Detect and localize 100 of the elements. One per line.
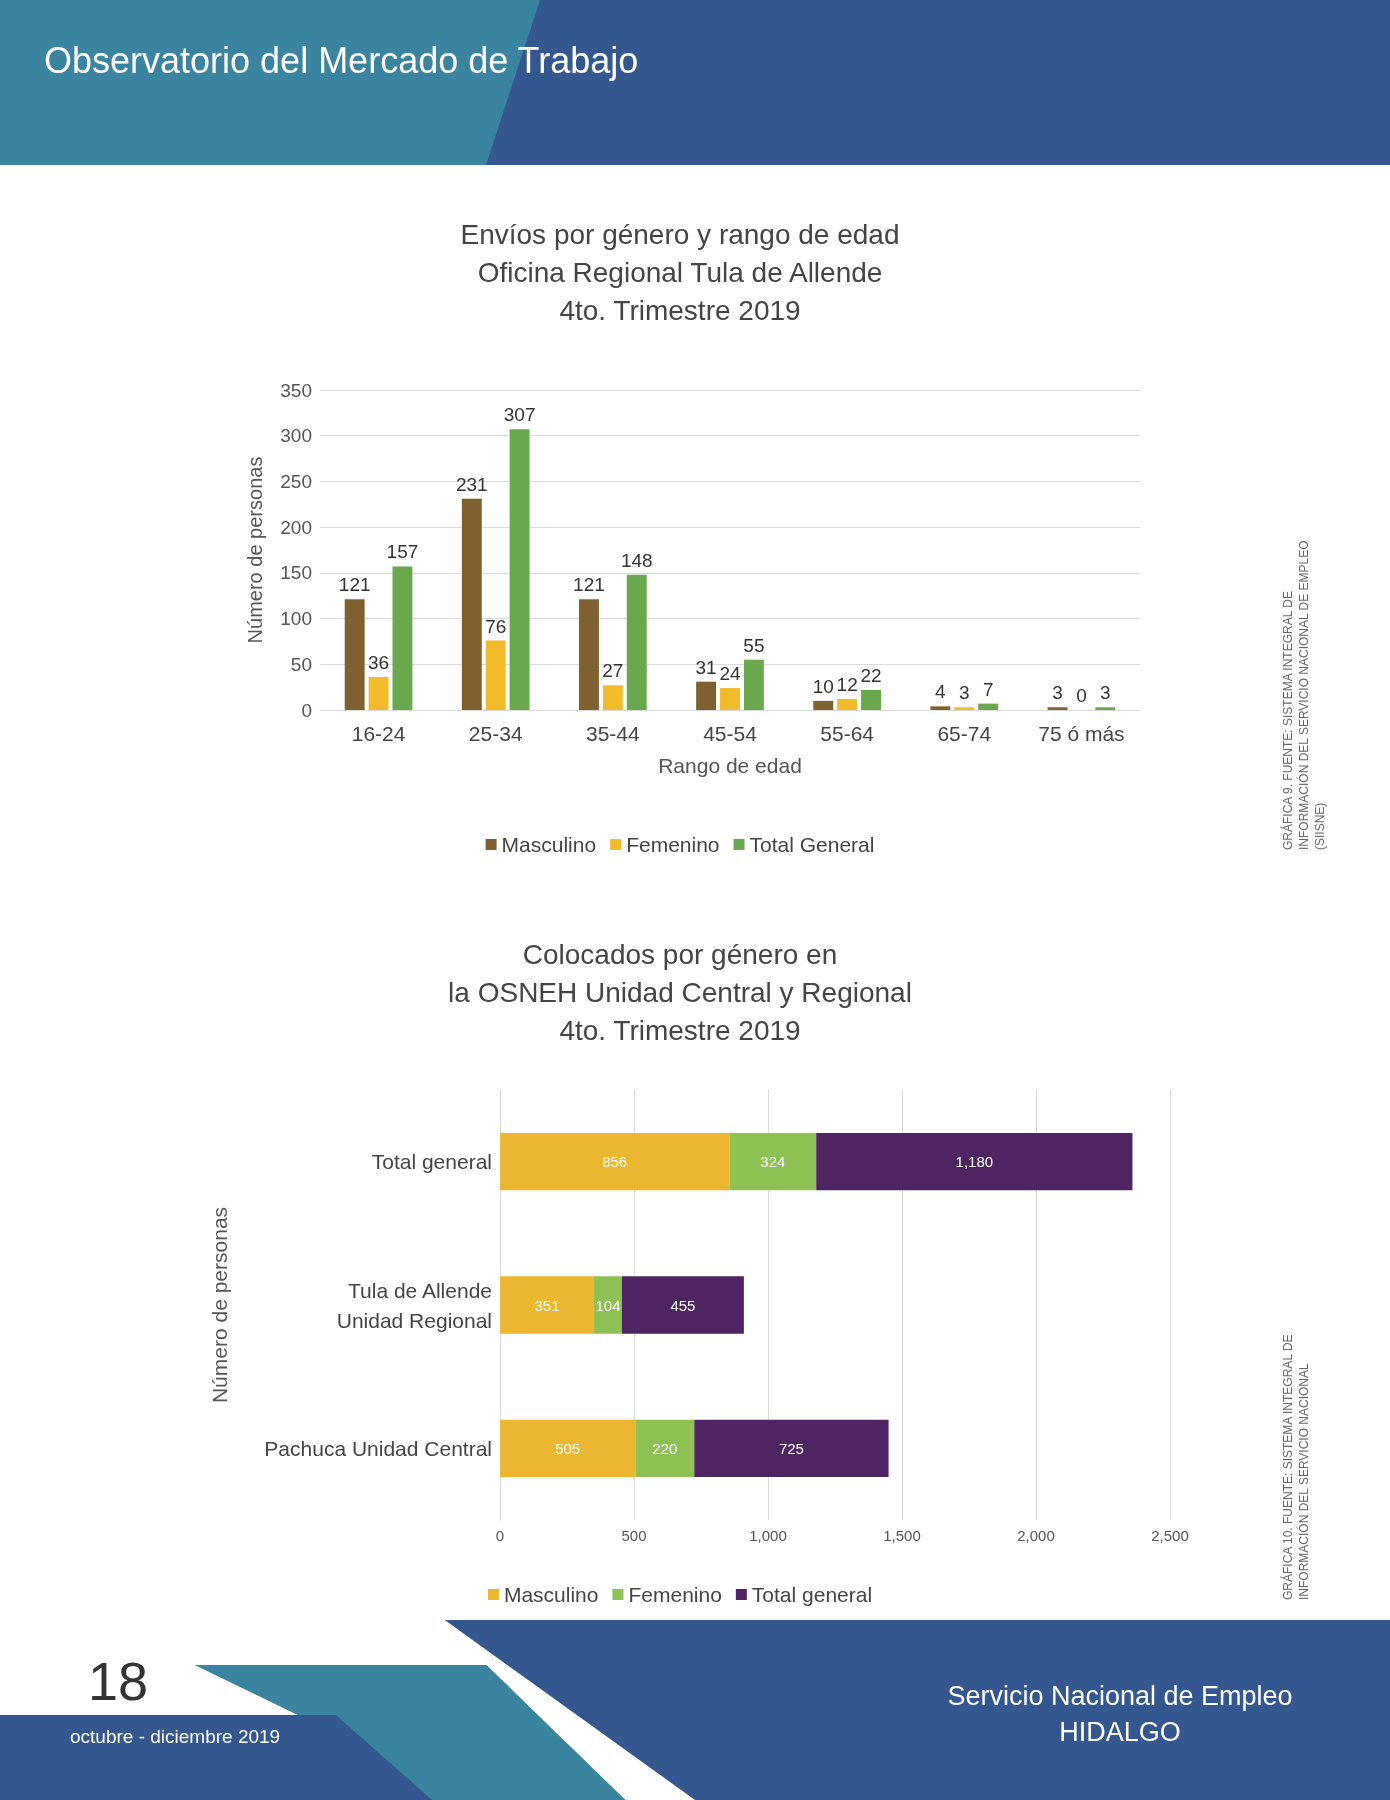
legend-label: Total General bbox=[749, 833, 875, 856]
y-axis-title: Número de personas bbox=[208, 1206, 231, 1404]
data-label: 157 bbox=[386, 541, 419, 563]
data-label: 4 bbox=[935, 681, 947, 703]
y-tick-label: 250 bbox=[280, 470, 312, 492]
data-label: 0 bbox=[1076, 685, 1087, 706]
bar bbox=[978, 703, 999, 710]
y-tick-label: 0 bbox=[301, 699, 312, 721]
y-tick-label: 50 bbox=[290, 653, 312, 675]
data-label: 121 bbox=[338, 574, 371, 596]
y-tick-label: 150 bbox=[280, 562, 312, 584]
bar bbox=[621, 1276, 744, 1334]
bar bbox=[743, 659, 764, 710]
data-label: 55 bbox=[743, 634, 765, 656]
text: Observatorio del Mercado de Trabajo bbox=[44, 40, 639, 82]
bar bbox=[816, 1133, 1133, 1191]
data-label: 12 bbox=[836, 674, 858, 696]
bar bbox=[344, 599, 365, 710]
bar bbox=[626, 574, 647, 710]
bar bbox=[954, 707, 975, 710]
bar bbox=[729, 1133, 817, 1191]
bar bbox=[861, 689, 881, 710]
data-label: 324 bbox=[760, 1153, 786, 1171]
data-label: 3 bbox=[1052, 682, 1063, 704]
y-tick-label: 300 bbox=[280, 425, 312, 447]
y-tick-label: 100 bbox=[280, 608, 312, 630]
x-tick-label: 75 ó más bbox=[1038, 721, 1125, 745]
y-tick-label: Total general bbox=[371, 1150, 492, 1174]
data-label: 104 bbox=[595, 1296, 621, 1314]
text: GRÁFICA 9. FUENTE: SISTEMA INTEGRAL DE INFORMACIÓN DEL SERVICIO NACIONAL DE EMPLEO (SIISNE) bbox=[1280, 539, 1328, 850]
legend-label: Femenino bbox=[626, 833, 720, 856]
data-label: 3 bbox=[959, 682, 970, 704]
bar bbox=[813, 700, 834, 710]
legend-label: Femenino bbox=[628, 1583, 722, 1606]
bar bbox=[509, 429, 530, 710]
bar bbox=[720, 688, 740, 710]
bar bbox=[461, 498, 482, 710]
data-label: 27 bbox=[602, 660, 624, 682]
data-label: 220 bbox=[652, 1439, 678, 1457]
data-label: 1,180 bbox=[955, 1153, 994, 1171]
legend-label: Masculino bbox=[503, 1583, 599, 1606]
bar bbox=[368, 677, 389, 710]
x-tick-label: 1,500 bbox=[883, 1527, 921, 1544]
text: octubre - diciembre 2019 bbox=[70, 1726, 281, 1748]
y-axis-title: Número de personas bbox=[244, 456, 266, 644]
bar bbox=[694, 1419, 889, 1477]
chart-title: Envíos por género y rango de edad Oficina Regional Tula de Allende 4to. Trimestre 2019 bbox=[460, 218, 900, 326]
data-label: 121 bbox=[573, 574, 605, 596]
data-label: 505 bbox=[555, 1439, 581, 1457]
bar bbox=[594, 1276, 622, 1334]
bar bbox=[500, 1419, 636, 1477]
bar bbox=[485, 640, 506, 710]
y-tick-label: Pachuca Unidad Central bbox=[264, 1436, 492, 1460]
data-label: 148 bbox=[620, 549, 653, 571]
data-label: 36 bbox=[368, 652, 390, 674]
text: 18 bbox=[88, 1650, 149, 1712]
bar bbox=[602, 685, 623, 710]
x-axis-title: Rango de edad bbox=[658, 754, 802, 777]
data-label: 3 bbox=[1100, 682, 1111, 704]
data-label: 24 bbox=[719, 663, 741, 685]
text: HIDALGO bbox=[1058, 1716, 1182, 1749]
bar bbox=[635, 1419, 695, 1477]
bar bbox=[500, 1133, 730, 1191]
text: GRÁFICA 10. FUENTE: SISTEMA INTEGRAL DE INFORMACIÓN DEL SERVICIO NACIONAL bbox=[1280, 1333, 1312, 1600]
x-tick-label: 2,500 bbox=[1151, 1527, 1189, 1544]
data-label: 455 bbox=[670, 1296, 696, 1314]
data-label: 76 bbox=[485, 615, 507, 637]
text: Servicio Nacional de Empleo bbox=[946, 1680, 1294, 1713]
data-label: 22 bbox=[860, 664, 882, 686]
x-tick-label: 55-64 bbox=[820, 721, 875, 745]
bar bbox=[579, 599, 599, 710]
x-tick-label: 25-34 bbox=[468, 721, 523, 745]
data-label: 351 bbox=[534, 1296, 560, 1314]
bar bbox=[392, 566, 413, 710]
legend-label: Masculino bbox=[501, 833, 597, 856]
legend-label: Total general bbox=[751, 1583, 873, 1606]
y-tick-label: 350 bbox=[280, 379, 312, 401]
x-tick-label: 35-44 bbox=[586, 721, 641, 745]
bar bbox=[837, 699, 858, 710]
x-tick-label: 16-24 bbox=[351, 721, 406, 745]
x-tick-label: 2,000 bbox=[1017, 1527, 1055, 1544]
chart-title: Colocados por género en la OSNEH Unidad Central y Regional 4to. Trimestre 2019 bbox=[448, 938, 912, 1046]
data-label: 231 bbox=[455, 473, 488, 495]
data-label: 7 bbox=[982, 678, 994, 700]
y-tick-label: 200 bbox=[280, 516, 312, 538]
x-tick-label: 45-54 bbox=[703, 721, 758, 745]
data-label: 31 bbox=[695, 656, 717, 678]
data-label: 10 bbox=[812, 675, 834, 697]
y-tick-label: Tula de Allende Unidad Regional bbox=[336, 1278, 492, 1332]
bar bbox=[696, 681, 717, 710]
data-label: 307 bbox=[503, 404, 536, 426]
data-label: 725 bbox=[778, 1439, 804, 1457]
bar bbox=[500, 1276, 595, 1334]
bar bbox=[930, 706, 951, 710]
x-tick-label: 1,000 bbox=[749, 1527, 787, 1544]
data-label: 856 bbox=[602, 1153, 628, 1171]
x-tick-label: 500 bbox=[621, 1527, 647, 1544]
x-tick-label: 0 bbox=[495, 1527, 505, 1544]
bar bbox=[1095, 707, 1116, 710]
x-tick-label: 65-74 bbox=[937, 721, 992, 745]
